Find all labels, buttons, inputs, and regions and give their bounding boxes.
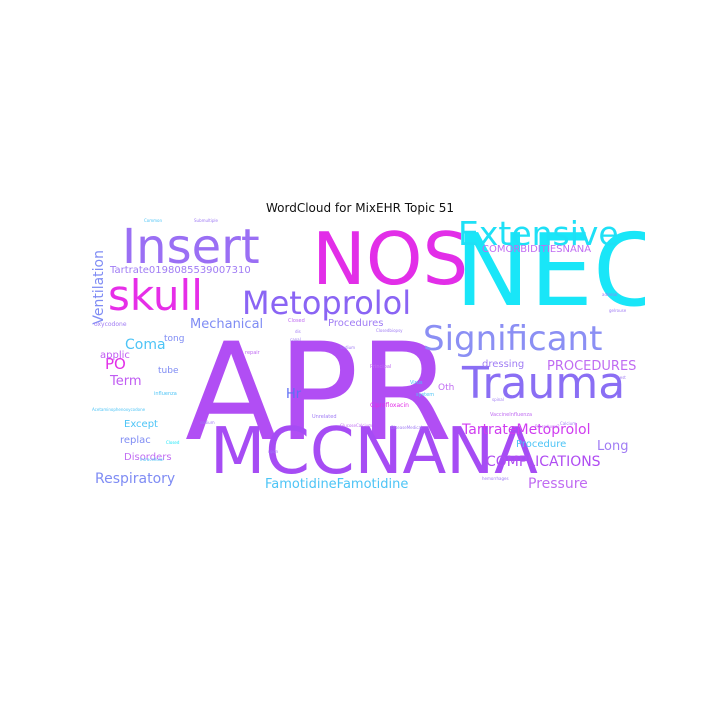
word-coma: Coma bbox=[125, 337, 166, 353]
word-hr: Hr bbox=[286, 387, 302, 402]
word-tartratemetoprolol: TartrateMetoprolol bbox=[462, 422, 591, 438]
word-closedbiopsy: Closedbiopsy bbox=[376, 328, 403, 333]
word-canal: canal bbox=[290, 337, 301, 342]
word-upon: upon bbox=[268, 449, 279, 454]
word-insert: Insert bbox=[122, 219, 260, 275]
word-respiratory: Respiratory bbox=[95, 471, 176, 487]
word-glucosecalcium: GlucoseCalcium bbox=[340, 423, 373, 428]
word-tartrate0198085539007310: Tartrate0198085539007310 bbox=[110, 265, 251, 276]
word-famotidinefamotidine: FamotidineFamotidine bbox=[265, 477, 409, 492]
word-metoprolol: Metoprolol bbox=[242, 284, 412, 322]
word-nos: NOS bbox=[312, 217, 469, 301]
word-oxycodone: oxycodone bbox=[94, 321, 127, 328]
word-skull: skull bbox=[108, 271, 203, 320]
word-intracellular: Intracellular bbox=[140, 457, 165, 462]
word-common: Common bbox=[144, 218, 163, 223]
word-apr: APR bbox=[185, 314, 453, 471]
word-pressure: Pressure bbox=[528, 476, 588, 492]
word-vaccineinfluenza: VaccineInfluenza bbox=[490, 412, 533, 418]
word-diseasemedical: DiseaseMedical bbox=[391, 425, 423, 430]
word-adrenal: adrenal bbox=[602, 292, 618, 297]
word-closed: Closed bbox=[288, 318, 305, 324]
word-tube: tube bbox=[158, 366, 179, 376]
word-significant: Significant bbox=[423, 319, 603, 359]
word-gelrouse: gelrouse bbox=[609, 308, 627, 313]
word-influenza: influenza bbox=[154, 391, 177, 397]
word-oth: Oth bbox=[438, 383, 455, 393]
word-repair: repair bbox=[245, 350, 260, 356]
word-dressing: dressing bbox=[482, 359, 525, 370]
word-trauma: Trauma bbox=[462, 358, 626, 409]
word-unrelated: Unrelated bbox=[312, 414, 337, 420]
word-ciprofloxacin: Ciprofloxacin bbox=[370, 402, 409, 409]
word-spinal: spinal bbox=[492, 397, 504, 402]
word-system: system bbox=[416, 392, 435, 398]
word-term: Term bbox=[110, 374, 142, 389]
word-procedures: PROCEDURES bbox=[547, 359, 637, 374]
word-except: Except bbox=[124, 419, 158, 430]
word-procedures2: Procedures2 bbox=[535, 424, 560, 429]
word-principal: Principal bbox=[370, 364, 392, 370]
chart-title: WordCloud for MixEHR Topic 51 bbox=[265, 201, 455, 215]
word-complications: COMPLICATIONS bbox=[486, 454, 601, 470]
word-dis: dis bbox=[295, 329, 301, 334]
word-procedures: Procedures bbox=[328, 318, 384, 329]
word-calcium: Calcium bbox=[560, 421, 577, 426]
word-nec: NEC bbox=[455, 215, 645, 329]
word-chest: chest bbox=[615, 375, 626, 380]
word-virus: Virus bbox=[410, 380, 423, 386]
word-submultiple: Submultiple bbox=[194, 218, 218, 223]
word-tong: tong bbox=[164, 334, 185, 344]
word-replac: replac bbox=[120, 435, 151, 446]
word-cloud: APR NEC NOS MCCNANA Insert Trauma skull Signifi… bbox=[90, 215, 645, 500]
word-mccnana: MCCNANA bbox=[210, 415, 538, 489]
word-po: PO bbox=[105, 355, 126, 373]
word-ventilation: Ventilation bbox=[91, 250, 107, 325]
word-hemorrhages: hemorrhages bbox=[482, 476, 509, 481]
word-applic: applic bbox=[100, 350, 130, 361]
word-closed: Closed bbox=[166, 440, 180, 445]
word-long: Long bbox=[597, 439, 629, 454]
word-extensive: Extensive bbox=[458, 215, 619, 253]
word-sodium: Sodium bbox=[340, 345, 356, 350]
word-disorders: Disorders bbox=[124, 452, 172, 463]
word-procedure: Procedure bbox=[516, 439, 567, 450]
word-acetaminophenoxycodone: Acetaminophenoxycodone bbox=[92, 407, 146, 412]
word-mechanical: Mechanical bbox=[190, 317, 264, 332]
word-sodium: sodium bbox=[200, 420, 215, 425]
word-comorbiditiesnana: COMORBIDITIESNANA bbox=[482, 244, 592, 255]
